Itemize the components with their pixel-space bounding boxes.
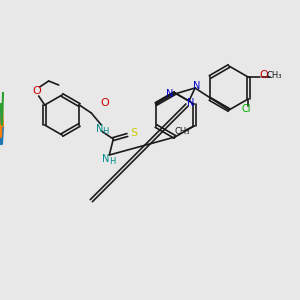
Text: O: O bbox=[100, 98, 109, 108]
Text: N: N bbox=[193, 81, 201, 91]
Text: S: S bbox=[130, 128, 137, 138]
Text: H: H bbox=[109, 158, 116, 166]
Text: Cl: Cl bbox=[241, 104, 251, 114]
Text: N: N bbox=[166, 89, 174, 99]
Text: O: O bbox=[260, 70, 268, 80]
Text: N: N bbox=[102, 154, 109, 164]
Text: CH₃: CH₃ bbox=[266, 70, 282, 80]
Text: N: N bbox=[96, 124, 103, 134]
Text: N: N bbox=[187, 98, 195, 108]
Text: CH₃: CH₃ bbox=[174, 128, 190, 136]
Text: O: O bbox=[32, 86, 41, 96]
Text: H: H bbox=[102, 128, 109, 136]
